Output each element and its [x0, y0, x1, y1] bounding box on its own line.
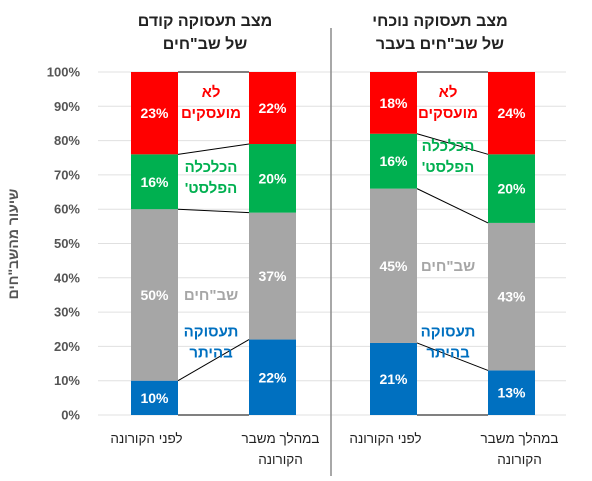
bar-segment: [370, 72, 417, 134]
panel-title: מצב תעסוקה קודם: [138, 13, 272, 30]
series-label: שב"חים: [184, 287, 238, 304]
series-label: שב"חים: [421, 258, 475, 275]
data-label: 18%: [379, 95, 408, 111]
y-tick-label: 60%: [54, 202, 80, 217]
bar-segment: [488, 370, 535, 415]
y-axis: 0% 10% 20% 30% 40% 50% 60% 70% 80% 90% 100%: [47, 65, 81, 423]
data-label: 45%: [379, 258, 408, 274]
data-label: 16%: [140, 174, 169, 190]
data-label: 10%: [140, 390, 169, 406]
bar-segment: [131, 72, 178, 155]
y-tick-label: 10%: [54, 373, 80, 388]
connector-line: [416, 188, 489, 224]
series-label: לא: [439, 84, 458, 101]
data-label: 22%: [258, 100, 287, 116]
series-label: תעסוקה: [184, 323, 239, 340]
bar-segment: [249, 144, 296, 213]
y-tick-label: 80%: [54, 133, 80, 148]
panel-title: מצב תעסוקה נוכחי: [372, 13, 507, 30]
y-tick-label: 40%: [54, 270, 80, 285]
bar-segment: [370, 342, 417, 415]
data-label: 24%: [497, 105, 526, 121]
series-label: הפלסט': [185, 180, 238, 197]
category-label: במהלך משבר: [241, 431, 319, 446]
category-label: לפני הקורונה: [349, 431, 421, 446]
data-label: 20%: [258, 170, 287, 186]
chart-panel: מצב תעסוקה נוכחי של שב"חים בעבר 21% 45% 16% 1…: [349, 13, 558, 467]
bar-segment: [131, 154, 178, 210]
connector-line: [416, 133, 489, 155]
connector-line: [177, 208, 250, 214]
bar-segment: [370, 133, 417, 189]
y-axis-title: שיעור מהשב"חים: [5, 189, 21, 300]
series-label: לא: [202, 84, 221, 101]
series-label: הפלסט': [422, 159, 475, 176]
series-label: תעסוקה: [421, 323, 476, 340]
connector-line: [177, 143, 250, 155]
connector-line: [416, 342, 489, 371]
series-label: מועסקים: [181, 105, 241, 122]
series-label: בהיתר: [426, 344, 470, 361]
data-label: 37%: [258, 268, 287, 284]
bar-segment: [249, 339, 296, 415]
series-label: מועסקים: [418, 105, 478, 122]
bar-segment: [488, 222, 535, 371]
y-tick-label: 50%: [54, 236, 80, 251]
category-label: הקורונה: [497, 452, 542, 467]
series-label: בהיתר: [189, 344, 233, 361]
data-label: 13%: [497, 385, 526, 401]
bar-segment: [249, 212, 296, 340]
chart-panel: מצב תעסוקה קודם של שב"חים 10% 50% 16% 23% 22% 3…: [110, 13, 319, 467]
y-tick-label: 70%: [54, 167, 80, 182]
y-tick-label: 100%: [47, 65, 81, 80]
connector-line: [177, 339, 250, 382]
chart-panels: מצב תעסוקה נוכחי של שב"חים בעבר 21% 45% 16% 1…: [110, 13, 558, 467]
data-label: 21%: [379, 371, 408, 387]
y-tick-label: 30%: [54, 305, 80, 320]
data-label: 20%: [497, 181, 526, 197]
category-label: במהלך משבר: [480, 431, 558, 446]
bar-segment: [131, 380, 178, 415]
data-label: 50%: [140, 287, 169, 303]
category-label: הקורונה: [258, 452, 303, 467]
data-label: 22%: [258, 369, 287, 385]
data-label: 23%: [140, 105, 169, 121]
series-label: הכלכלה: [422, 138, 475, 155]
data-label: 43%: [497, 289, 526, 305]
y-tick-label: 90%: [54, 99, 80, 114]
bar-segment: [249, 72, 296, 145]
bar-segment: [131, 209, 178, 381]
y-tick-label: 20%: [54, 339, 80, 354]
bar-segment: [488, 154, 535, 223]
category-label: לפני הקורונה: [110, 431, 182, 446]
data-label: 16%: [379, 153, 408, 169]
bar-segment: [370, 188, 417, 343]
bar-segment: [488, 72, 535, 155]
y-tick-label: 0%: [61, 408, 80, 423]
panel-title: של שב"חים: [163, 35, 248, 53]
series-label: הכלכלה: [185, 159, 238, 176]
panel-title: של שב"חים בעבר: [376, 35, 504, 53]
